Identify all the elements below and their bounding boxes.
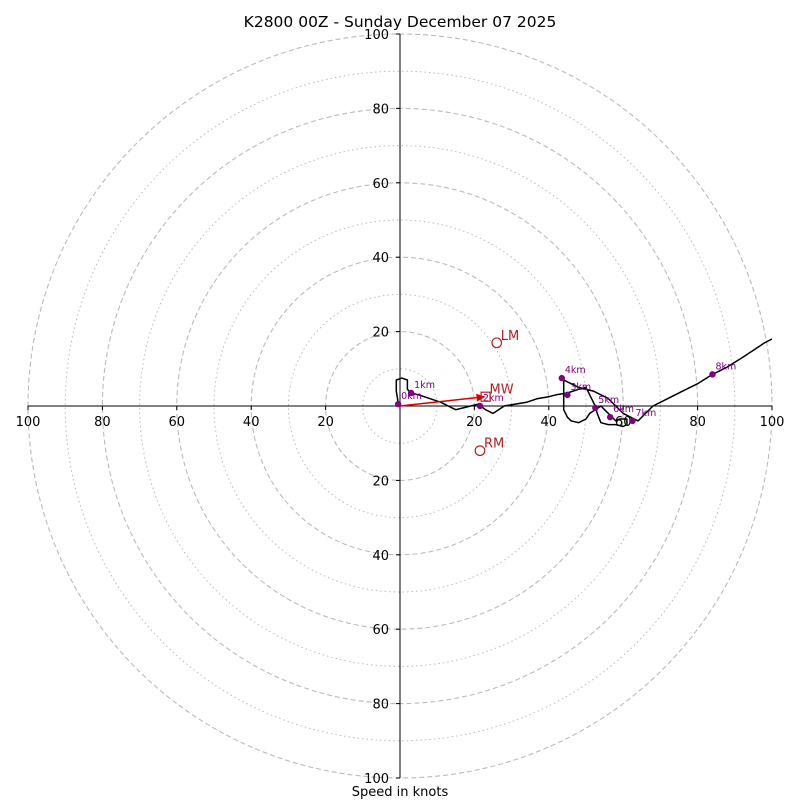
height-label-4km: 4km [565,365,586,376]
y-tick-label: 40 [372,251,389,266]
mean-wind-shaft [399,396,477,407]
y-tick-label: 60 [372,623,389,638]
storm-label-LM: LM [501,329,519,344]
x-tick-label: 60 [615,415,632,430]
height-label-3km: 3km [570,382,591,393]
height-label-5km: 5km [598,395,619,406]
height-marker-1km [407,389,415,397]
y-tick-labels: 100 80 60 40 20 20 40 60 80 100 [364,28,400,787]
x-tick-label: 80 [94,415,111,430]
height-marker-5km [592,404,599,412]
height-label-1km: 1km [414,380,435,391]
y-tick-label: 60 [372,177,389,192]
height-marker-2km [476,402,484,410]
x-tick-label: 80 [689,415,706,430]
x-tick-label: 100 [16,415,41,430]
x-tick-label: 100 [760,415,785,430]
y-tick-label: 40 [372,549,389,564]
y-tick-label: 20 [372,326,389,341]
height-label-2km: 2km [483,393,504,404]
y-tick-label: 80 [372,698,389,713]
storm-marker-RM [474,445,486,457]
x-tick-label: 60 [169,415,186,430]
y-tick-label: 80 [372,102,389,117]
height-marker-8km [709,371,716,378]
chart-title: K2800 00Z - Sunday December 07 2025 [244,13,557,31]
height-label-0km: 0km [401,391,422,402]
x-tick-label: 40 [541,415,558,430]
y-tick-label: 100 [364,28,389,43]
storm-motion-markers: LM MW RM [474,329,519,457]
x-tick-label: 40 [243,415,260,430]
x-axis-label: Speed in knots [352,785,449,800]
storm-label-MW: MW [490,383,514,398]
height-marker-7km [629,417,636,425]
height-label-8km: 8km [715,361,736,372]
height-marker-6km [606,413,614,421]
x-tick-label: 20 [466,415,483,430]
height-marker-4km [558,374,566,382]
storm-marker-LM [491,337,503,349]
height-label-7km: 7km [636,408,657,419]
height-label-6km: 6km [613,404,634,415]
y-tick-label: 20 [372,474,389,489]
x-tick-label: 20 [317,415,334,430]
x-tick-labels: 100 80 60 40 20 20 40 60 80 100 [16,406,785,430]
storm-label-RM: RM [484,437,504,452]
height-marker-0km [394,400,402,408]
height-marker-3km [564,391,571,399]
y-tick-label: 100 [364,772,389,787]
storm-marker-MW [480,391,491,402]
